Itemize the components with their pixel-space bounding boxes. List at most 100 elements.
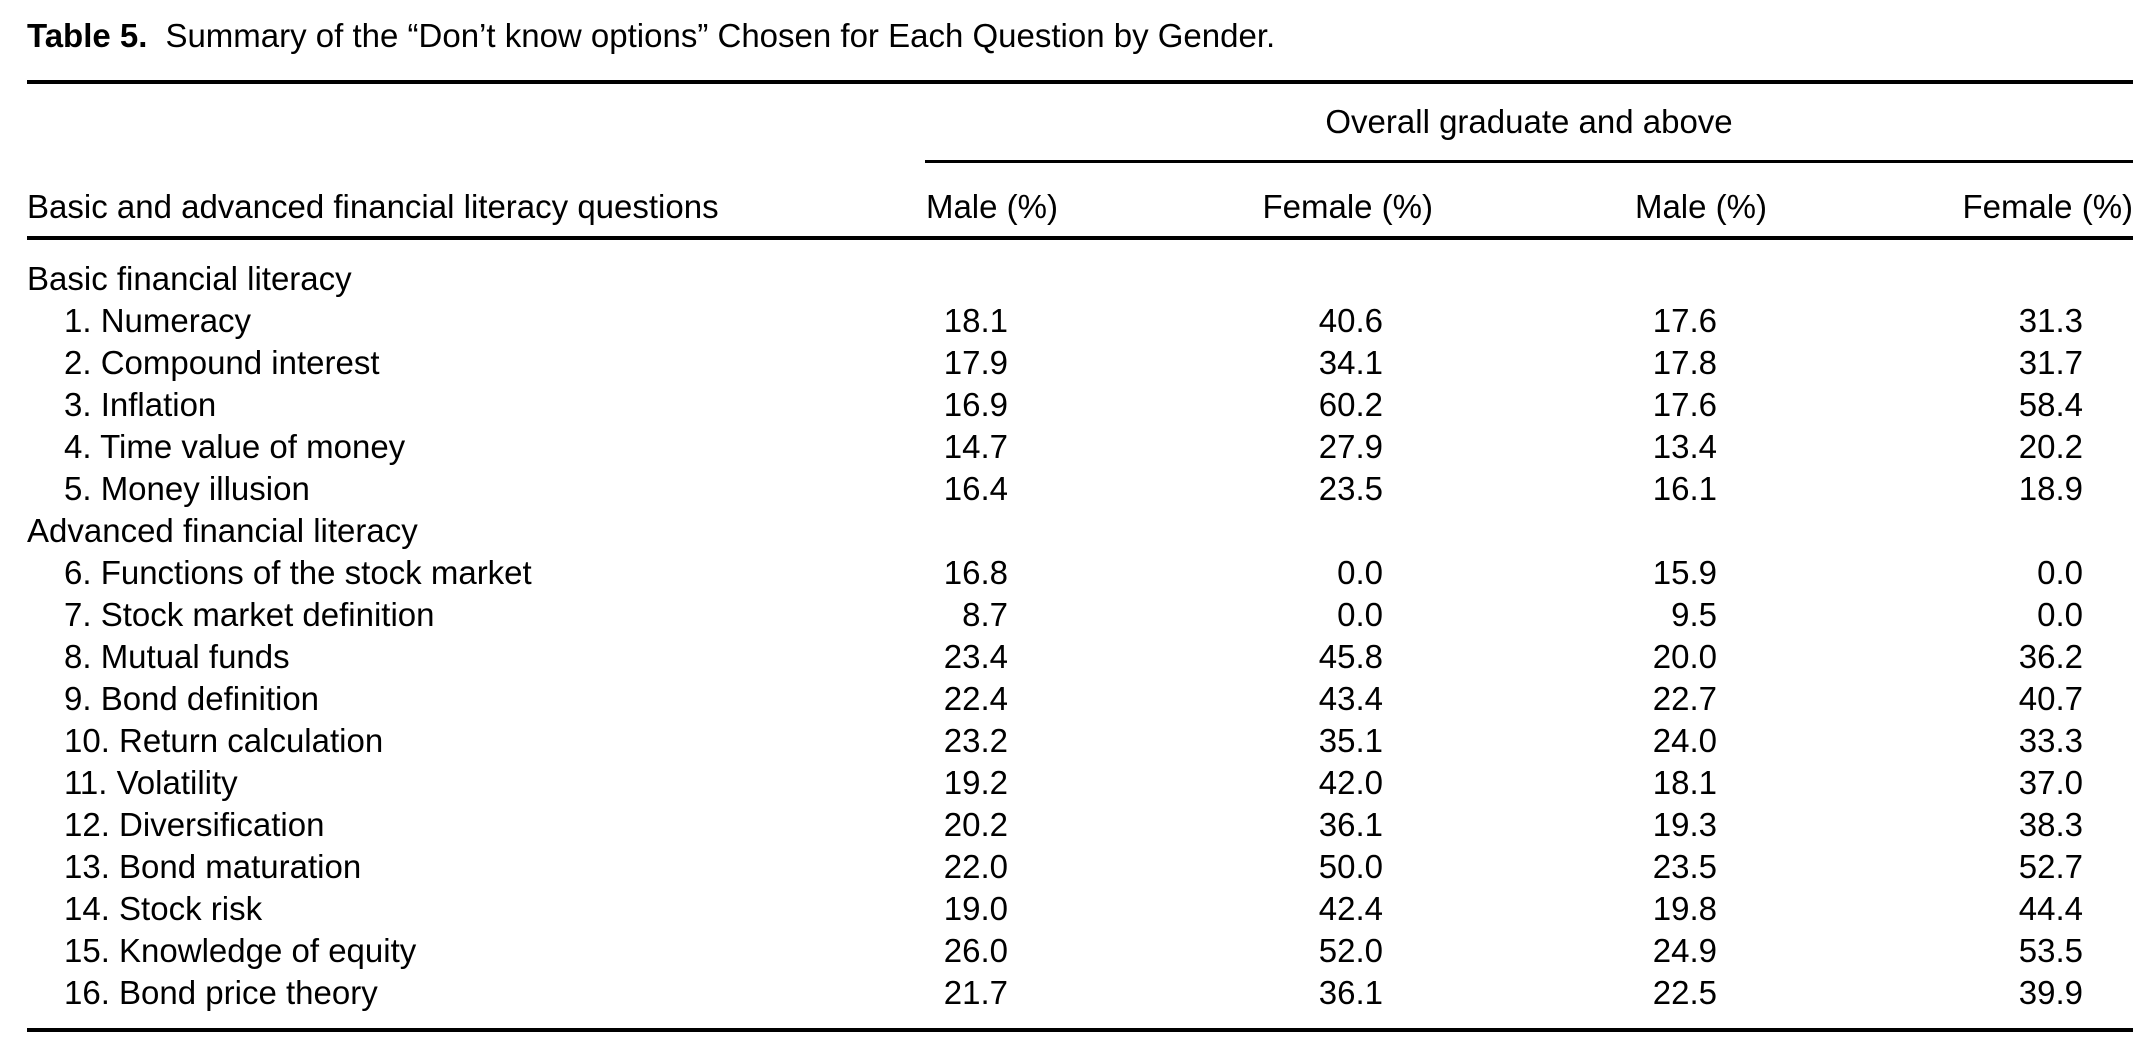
value-cell: 31.3 [2018, 302, 2084, 339]
question-label: 11. Volatility [64, 764, 238, 801]
value-cell: 45.8 [1318, 638, 1383, 675]
question-label: 6. Functions of the stock market [64, 554, 532, 591]
question-label: 5. Money illusion [64, 470, 310, 507]
table-row: 1. Numeracy 18.1 40.6 17.6 31.3 [27, 300, 2133, 342]
question-label: 9. Bond definition [64, 680, 320, 717]
column-header-male-overall: Male (%) [925, 161, 1058, 240]
table-caption: Table 5. Summary of the “Don’t know optio… [27, 14, 2133, 58]
value-cell: 50.0 [1318, 848, 1383, 885]
value-cell: 19.8 [1652, 890, 1717, 927]
value-cell: 17.6 [1652, 302, 1717, 339]
value-cell: 22.5 [1652, 974, 1717, 1011]
value-cell: 44.4 [2018, 890, 2084, 927]
value-cell: 40.6 [1318, 302, 1383, 339]
table-row: 7. Stock market definition 8.7 0.0 9.5 0… [27, 594, 2133, 636]
value-cell: 18.1 [943, 302, 1008, 339]
question-label: 12. Diversification [64, 806, 325, 843]
value-cell: 16.8 [943, 554, 1008, 591]
table-row: 4. Time value of money 14.7 27.9 13.4 20… [27, 426, 2133, 468]
value-cell: 58.4 [2018, 386, 2084, 423]
value-cell: 60.2 [1318, 386, 1383, 423]
column-header-female-overall: Female (%) [1058, 161, 1433, 240]
value-cell: 37.0 [2018, 764, 2084, 801]
table-caption-text: Summary of the “Don’t know options” Chos… [165, 17, 1276, 54]
table-row: 16. Bond price theory 21.7 36.1 22.5 39.… [27, 972, 2133, 1030]
table-body: Basic financial literacy 1. Numeracy 18.… [27, 238, 2133, 1030]
table-row: 12. Diversification 20.2 36.1 19.3 38.3 [27, 804, 2133, 846]
value-cell: 39.9 [2018, 974, 2084, 1011]
table-row: 11. Volatility 19.2 42.0 18.1 37.0 [27, 762, 2133, 804]
question-label: 7. Stock market definition [64, 596, 435, 633]
value-cell: 9.5 [1671, 596, 1717, 633]
value-cell: 16.4 [943, 470, 1008, 507]
value-cell: 23.2 [943, 722, 1008, 759]
value-cell: 43.4 [1318, 680, 1383, 717]
value-cell: 23.5 [1652, 848, 1717, 885]
question-label: 16. Bond price theory [64, 974, 378, 1011]
stub-column-header: Basic and advanced financial literacy qu… [27, 161, 925, 240]
value-cell: 36.1 [1318, 806, 1383, 843]
value-cell: 19.0 [943, 890, 1008, 927]
question-label: 1. Numeracy [64, 302, 252, 339]
section-label: Advanced financial literacy [27, 512, 418, 549]
value-cell: 14.7 [943, 428, 1008, 465]
value-cell: 17.8 [1652, 344, 1717, 381]
value-cell: 36.2 [2018, 638, 2084, 675]
value-cell: 16.1 [1652, 470, 1717, 507]
column-header-female-graduate: Female (%) [1767, 161, 2134, 240]
value-cell: 42.0 [1318, 764, 1383, 801]
question-label: 13. Bond maturation [64, 848, 362, 885]
value-cell: 24.0 [1652, 722, 1717, 759]
spanner-row: Overall graduate and above [27, 82, 2134, 163]
table-row: 9. Bond definition 22.4 43.4 22.7 40.7 [27, 678, 2133, 720]
value-cell: 16.9 [943, 386, 1008, 423]
table-row: 2. Compound interest 17.9 34.1 17.8 31.7 [27, 342, 2133, 384]
value-cell: 21.7 [943, 974, 1008, 1011]
value-cell: 22.7 [1652, 680, 1717, 717]
value-cell: 0.0 [1337, 596, 1383, 633]
value-cell: 15.9 [1652, 554, 1717, 591]
question-label: 2. Compound interest [64, 344, 380, 381]
value-cell: 34.1 [1318, 344, 1383, 381]
column-spanner: Overall graduate and above [925, 82, 2134, 163]
value-cell: 0.0 [1337, 554, 1383, 591]
value-cell: 27.9 [1318, 428, 1383, 465]
value-cell: 13.4 [1652, 428, 1717, 465]
question-label: 3. Inflation [64, 386, 217, 423]
spanner-stub-spacer [27, 82, 925, 162]
value-cell: 17.6 [1652, 386, 1717, 423]
value-cell: 26.0 [943, 932, 1008, 969]
value-cell: 40.7 [2018, 680, 2084, 717]
value-cell: 33.3 [2018, 722, 2084, 759]
summary-table: Overall graduate and above Basic and adv… [27, 80, 2134, 1032]
value-cell: 20.2 [2018, 428, 2084, 465]
value-cell: 19.2 [943, 764, 1008, 801]
value-cell: 19.3 [1652, 806, 1717, 843]
table-caption-number: Table 5. [27, 17, 148, 54]
value-cell: 22.0 [943, 848, 1008, 885]
question-label: 8. Mutual funds [64, 638, 290, 675]
value-cell: 8.7 [962, 596, 1008, 633]
value-cell: 20.2 [943, 806, 1008, 843]
table-row: 15. Knowledge of equity 26.0 52.0 24.9 5… [27, 930, 2133, 972]
value-cell: 18.1 [1652, 764, 1717, 801]
question-label: 15. Knowledge of equity [64, 932, 417, 969]
value-cell: 31.7 [2018, 344, 2084, 381]
question-label: 14. Stock risk [64, 890, 263, 927]
column-header-male-graduate: Male (%) [1433, 161, 1767, 240]
section-row: Advanced financial literacy [27, 510, 2133, 552]
value-cell: 52.0 [1318, 932, 1383, 969]
value-cell: 20.0 [1652, 638, 1717, 675]
value-cell: 18.9 [2018, 470, 2084, 507]
section-label: Basic financial literacy [27, 260, 352, 297]
value-cell: 42.4 [1318, 890, 1383, 927]
table-row: 8. Mutual funds 23.4 45.8 20.0 36.2 [27, 636, 2133, 678]
question-label: 4. Time value of money [64, 428, 406, 465]
table-row: 14. Stock risk 19.0 42.4 19.8 44.4 [27, 888, 2133, 930]
table-row: 6. Functions of the stock market 16.8 0.… [27, 552, 2133, 594]
value-cell: 53.5 [2018, 932, 2084, 969]
table-row: 5. Money illusion 16.4 23.5 16.1 18.9 [27, 468, 2133, 510]
value-cell: 23.5 [1318, 470, 1383, 507]
table-row: 3. Inflation 16.9 60.2 17.6 58.4 [27, 384, 2133, 426]
